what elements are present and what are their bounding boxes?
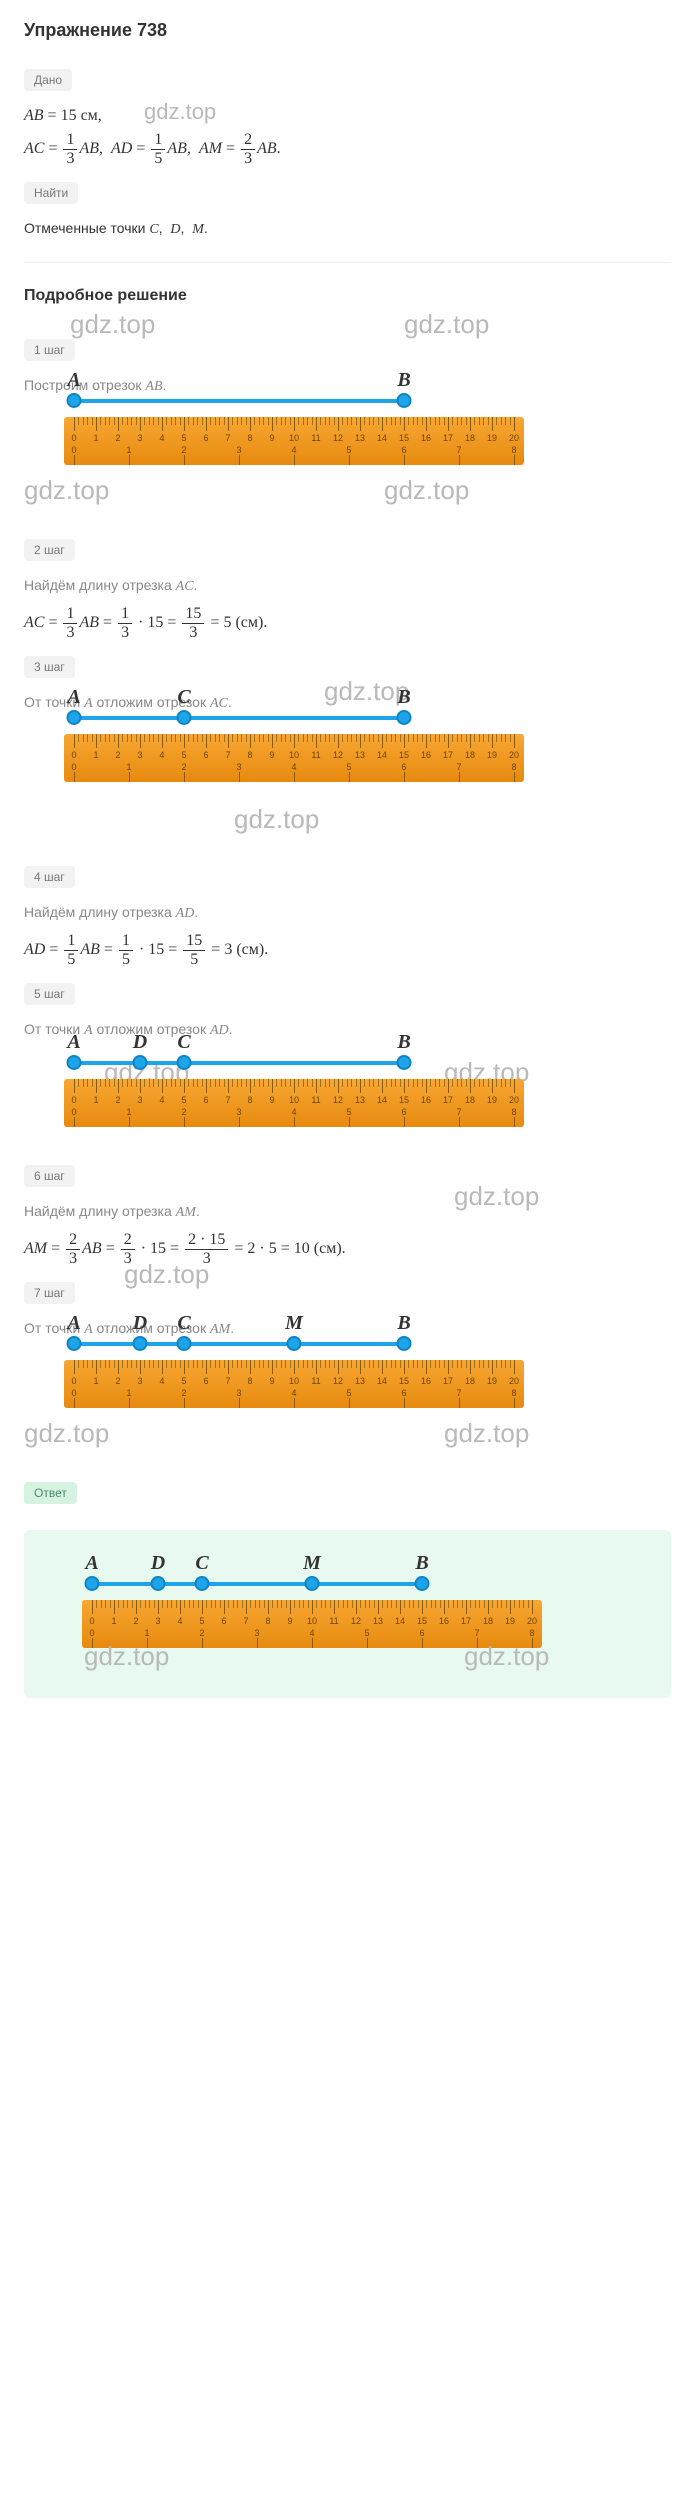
step-chip: 3 шаг — [24, 656, 75, 678]
step-text: От точки A отложим отрезок AD. — [24, 1021, 671, 1039]
given-line-2: AC = 13AB, AD = 15AB, AM = 23AB. — [24, 131, 671, 168]
page-title: Упражнение 738 — [24, 20, 671, 41]
watermark: gdz.top — [24, 1418, 109, 1449]
solution-title: Подробное решение — [24, 287, 671, 305]
step-text: Найдём длину отрезка AM. — [24, 1203, 671, 1221]
step-chip: 6 шаг — [24, 1165, 75, 1187]
answer-chip: Ответ — [24, 1482, 77, 1504]
watermark: gdz.top — [234, 804, 319, 835]
point-label: B — [397, 1312, 410, 1335]
point-label: D — [133, 1031, 147, 1054]
point-label: C — [177, 686, 190, 709]
step-chip: 4 шаг — [24, 866, 75, 888]
point-label: B — [397, 369, 410, 392]
find-text: Отмеченные точки C, D, M. — [24, 220, 671, 238]
step-chip: 1 шаг — [24, 339, 75, 361]
point-label: A — [85, 1552, 98, 1575]
point-label: C — [195, 1552, 208, 1575]
point-label: B — [397, 1031, 410, 1054]
step-text: Найдём длину отрезка AD. — [24, 904, 671, 922]
step-text: От точки A отложим отрезок AM. — [24, 1320, 671, 1338]
watermark: gdz.top — [70, 309, 155, 340]
point-label: C — [177, 1031, 190, 1054]
figure-answer: ADCMB01234567891011121314151617181920012… — [82, 1600, 542, 1648]
figure-4: ADCMB01234567891011121314151617181920012… — [64, 1360, 524, 1408]
given-chip: Дано — [24, 69, 72, 91]
figure-2: ACB0123456789101112131415161718192001234… — [64, 734, 524, 782]
step-text: От точки A отложим отрезок AC. — [24, 694, 671, 712]
eq-am: AM = 23AB = 23 · 15 = 2 · 153 = 2 · 5 = … — [24, 1231, 671, 1268]
step-chip: 7 шаг — [24, 1282, 75, 1304]
answer-block: ADCMB01234567891011121314151617181920012… — [24, 1530, 671, 1698]
watermark: gdz.top — [24, 475, 109, 506]
point-label: B — [397, 686, 410, 709]
step-chip: 2 шаг — [24, 539, 75, 561]
find-chip: Найти — [24, 182, 78, 204]
watermark: gdz.top — [404, 309, 489, 340]
point-label: D — [133, 1312, 147, 1335]
eq-ac: AC = 13AB = 13 · 15 = 153 = 5 (см). — [24, 605, 671, 642]
point-label: A — [67, 1312, 80, 1335]
point-label: C — [177, 1312, 190, 1335]
divider — [24, 262, 671, 263]
point-label: A — [67, 369, 80, 392]
point-label: M — [303, 1552, 321, 1575]
watermark: gdz.top — [384, 475, 469, 506]
point-label: D — [151, 1552, 165, 1575]
point-label: A — [67, 686, 80, 709]
point-label: B — [415, 1552, 428, 1575]
given-line-1: AB = 15 см, — [24, 107, 671, 125]
watermark: gdz.top — [444, 1418, 529, 1449]
step-chip: 5 шаг — [24, 983, 75, 1005]
point-label: A — [67, 1031, 80, 1054]
figure-1: AB01234567891011121314151617181920012345… — [64, 417, 524, 465]
step-text: Построим отрезок AB. — [24, 377, 671, 395]
figure-3: ADCB012345678910111213141516171819200123… — [64, 1079, 524, 1127]
step-text: Найдём длину отрезка AC. — [24, 577, 671, 595]
eq-ad: AD = 15AB = 15 · 15 = 155 = 3 (см). — [24, 932, 671, 969]
point-label: M — [285, 1312, 303, 1335]
